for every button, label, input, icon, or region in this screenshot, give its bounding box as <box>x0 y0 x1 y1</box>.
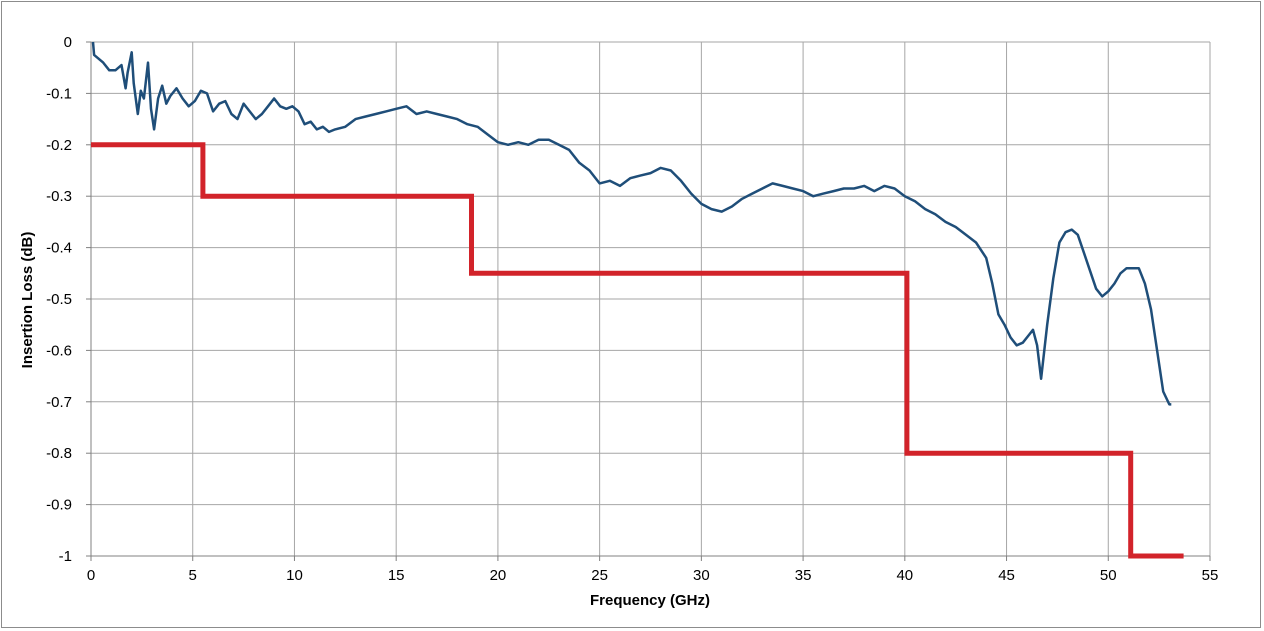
x-tick-label: 20 <box>490 567 507 584</box>
y-tick-labels: 0 -0.1 -0.2 -0.3 -0.4 -0.5 -0.6 -0.7 -0.8 -0.9 -1 <box>46 34 72 565</box>
x-tick-label: 40 <box>896 567 913 584</box>
x-tick-label: 5 <box>189 567 197 584</box>
x-tick-label: 45 <box>998 567 1015 584</box>
y-tick-label: -0.8 <box>46 445 72 462</box>
x-tick-label: 25 <box>591 567 608 584</box>
y-tick-label: -0.6 <box>46 342 72 359</box>
x-tick-label: 10 <box>286 567 303 584</box>
axes <box>86 41 1211 561</box>
x-tick-label: 0 <box>87 567 95 584</box>
x-tick-labels: 0 5 10 15 20 25 30 35 40 45 50 55 <box>87 567 1219 584</box>
measured-insertion-loss-line <box>91 41 1172 406</box>
y-tick-label: -0.2 <box>46 137 72 154</box>
y-tick-label: -0.9 <box>46 497 72 514</box>
y-tick-label: 0 <box>64 34 72 51</box>
x-tick-label: 35 <box>795 567 812 584</box>
grid-lines <box>91 41 1211 556</box>
y-tick-label: -0.3 <box>46 188 72 205</box>
y-tick-label: -0.1 <box>46 85 72 102</box>
y-tick-label: -0.4 <box>46 240 72 257</box>
y-tick-label: -0.5 <box>46 291 72 308</box>
y-axis-title: Insertion Loss (dB) <box>19 232 36 369</box>
x-tick-label: 55 <box>1202 567 1219 584</box>
y-tick-label: -1 <box>59 548 72 565</box>
x-tick-label: 50 <box>1100 567 1117 584</box>
data-series <box>91 41 1184 559</box>
x-axis-title: Frequency (GHz) <box>590 592 710 609</box>
x-tick-label: 15 <box>388 567 405 584</box>
y-tick-label: -0.7 <box>46 394 72 411</box>
x-tick-label: 30 <box>693 567 710 584</box>
limit-mask-line <box>91 142 1184 559</box>
